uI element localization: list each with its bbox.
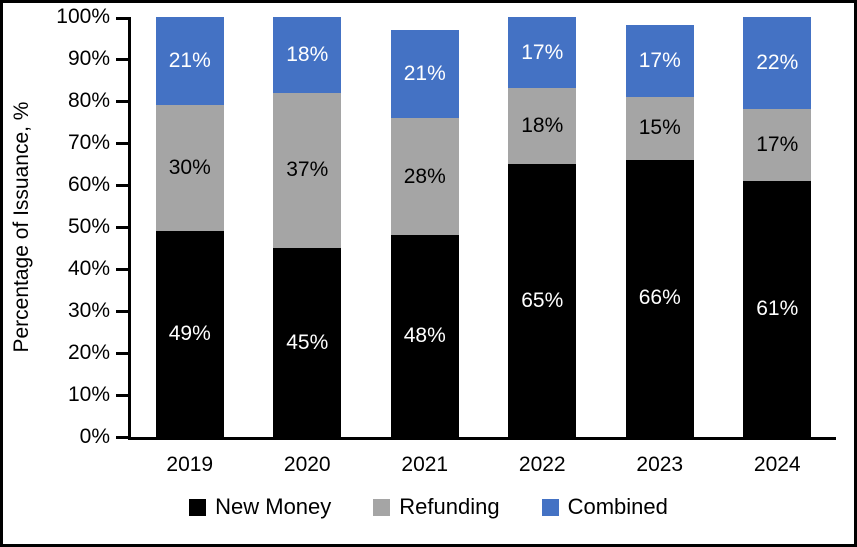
y-axis-title: Percentage of Issuance, % [10,101,33,353]
y-axis-tick-mark [116,309,128,313]
y-axis-tick-label: 50% [67,215,110,238]
y-axis-tick-label: 10% [67,383,110,406]
bar-segment-combined [508,17,577,89]
y-axis-tick-label: 0% [79,425,110,448]
y-axis-tick-mark [116,351,128,355]
bar-2023: 66% 15% 17% [625,17,694,437]
y-axis-tick-label: 20% [67,341,110,364]
y-axis-tick-mark [116,99,128,103]
bar-segment-new-money [743,180,812,437]
plot-area: 49% 30% 21% 45% 37% 18% 48% 28% 21% 65% 18% 17% 66% 1… [116,17,836,440]
bar-segment-combined [743,17,812,110]
bar-segment-new-money [273,248,342,437]
bar-2022: 65% 18% 17% [508,17,577,437]
bar-segment-refunding [390,117,459,236]
x-axis-label: 2022 [518,453,566,476]
legend-label: New Money [215,494,332,519]
y-axis-tick-mark [116,435,128,439]
legend-label: Refunding [399,494,500,519]
y-axis-tick-label: 60% [67,173,110,196]
y-axis-tick-mark [116,267,128,271]
legend-item-combined: Combined [541,494,668,520]
bar-segment-combined [155,17,224,106]
x-axis-label: 2020 [283,453,331,476]
legend-item-refunding: Refunding [373,494,500,520]
legend-label: Combined [567,494,668,519]
bar-segment-new-money [155,231,224,437]
bar-segment-refunding [155,105,224,232]
y-axis-tick-mark [116,57,128,61]
legend: New Money Refunding Combined [3,494,854,520]
x-axis-label: 2021 [401,453,449,476]
bar-segment-combined [273,17,342,93]
x-axis-label: 2024 [753,453,801,476]
y-axis-tick-mark [116,17,128,20]
bar-2020: 45% 37% 18% [273,17,342,437]
y-axis-tick-mark [116,183,128,187]
bar-segment-new-money [508,164,577,437]
bar-segment-new-money [390,235,459,437]
bar-segment-refunding [625,96,694,160]
legend-swatch-icon [189,498,207,516]
y-axis-tick-label: 100% [56,5,110,28]
x-axis-labels: 2019 2020 2021 2022 2023 2024 [131,452,836,478]
bar-segment-refunding [273,92,342,248]
x-axis-label: 2019 [166,453,214,476]
y-axis-tick-label: 80% [67,89,110,112]
bar-segment-combined [390,29,459,118]
legend-item-new-money: New Money [189,494,331,520]
bar-segment-new-money [625,159,694,437]
y-axis-tick-mark [116,393,128,397]
bar-2024: 61% 17% 22% [743,17,812,437]
bar-2019: 49% 30% 21% [155,17,224,437]
y-axis-tick-label: 40% [67,257,110,280]
legend-swatch-icon [373,498,391,516]
bar-segment-combined [625,25,694,97]
y-axis-tick-label: 90% [67,47,110,70]
bar-2021: 48% 28% 21% [390,17,459,437]
bar-segment-refunding [743,109,812,181]
x-axis-label: 2023 [636,453,684,476]
bar-segment-refunding [508,88,577,164]
y-axis-tick-label: 30% [67,299,110,322]
legend-swatch-icon [541,498,559,516]
y-axis-tick-mark [116,225,128,229]
y-axis-tick-label: 70% [67,131,110,154]
y-axis-tick-mark [116,141,128,145]
